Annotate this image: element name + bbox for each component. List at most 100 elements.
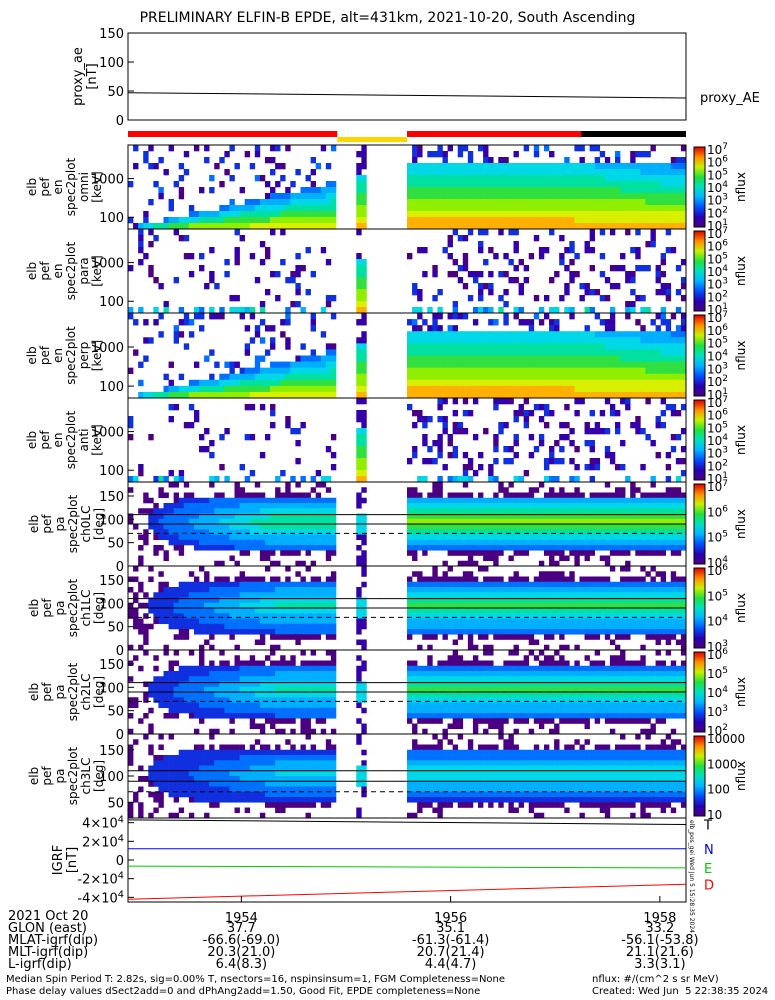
heatmap-cell <box>543 518 550 525</box>
heatmap-cell <box>325 587 332 593</box>
heatmap-cell <box>645 597 651 604</box>
heatmap-cell <box>249 581 256 588</box>
heatmap-cell <box>224 223 230 230</box>
heatmap-cell <box>361 464 367 471</box>
heatmap-cell <box>249 518 256 525</box>
heatmap-cell <box>361 398 367 405</box>
heatmap-cell <box>589 446 595 453</box>
heatmap-cell <box>604 529 611 535</box>
heatmap-cell <box>249 608 256 614</box>
heatmap-cell <box>259 223 266 230</box>
heatmap-cell <box>569 277 575 284</box>
heatmap-cell <box>214 211 220 218</box>
heatmap-cell <box>128 644 134 651</box>
heatmap-cell <box>574 497 580 504</box>
heatmap-cell <box>625 223 631 230</box>
heatmap-cell <box>422 416 428 423</box>
heatmap-cell <box>300 629 306 635</box>
heatmap-cell <box>462 513 469 520</box>
heatmap-cell <box>300 193 306 200</box>
heatmap-cell <box>356 629 362 635</box>
heatmap-cell <box>305 581 311 588</box>
heatmap-cell <box>229 623 235 630</box>
heatmap-cell <box>503 187 509 194</box>
heatmap-cell <box>290 629 296 635</box>
heatmap-cell <box>310 539 316 546</box>
heatmap-cell <box>579 181 585 188</box>
heatmap-cell <box>224 613 230 619</box>
heatmap-cell <box>330 434 337 441</box>
heatmap-cell <box>295 518 301 525</box>
heatmap-cell <box>214 379 220 387</box>
heatmap-cell <box>604 205 611 212</box>
heatmap-cell <box>569 618 575 625</box>
heatmap-cell <box>285 337 291 344</box>
heatmap-cell <box>640 518 646 525</box>
heatmap-cell <box>670 187 677 194</box>
heatmap-cell <box>620 513 626 520</box>
heatmap-cell <box>305 355 311 362</box>
heatmap-cell <box>356 446 362 453</box>
heatmap-cell <box>249 592 256 598</box>
heatmap-cell <box>670 379 677 387</box>
heatmap-cell <box>163 608 169 614</box>
heatmap-cell <box>543 529 550 535</box>
heatmap-cell <box>168 602 174 609</box>
heatmap-cell <box>640 602 646 609</box>
heatmap-cell <box>594 602 601 609</box>
heatmap-cell <box>538 163 545 170</box>
heatmap-cell <box>554 503 560 509</box>
heatmap-cell <box>168 223 174 230</box>
heatmap-cell <box>665 367 672 375</box>
heatmap-cell <box>472 576 479 583</box>
heatmap-cell <box>219 576 225 583</box>
heatmap-cell <box>244 497 251 504</box>
heatmap-cell <box>478 452 484 459</box>
heatmap-cell <box>229 385 235 393</box>
heatmap-cell <box>645 434 651 441</box>
heatmap-cell <box>432 295 438 302</box>
heatmap-cell <box>457 235 464 242</box>
heatmap-cell <box>564 534 570 541</box>
heatmap-cell <box>300 355 306 362</box>
heatmap-cell <box>442 518 448 525</box>
heatmap-cell <box>523 410 530 417</box>
heatmap-cell <box>472 271 479 278</box>
heatmap-cell <box>518 283 524 290</box>
heatmap-cell <box>163 650 169 656</box>
heatmap-cell <box>635 629 641 635</box>
heatmap-cell <box>158 513 164 520</box>
heatmap-cell <box>630 373 636 381</box>
heatmap-cell <box>452 181 459 188</box>
heatmap-cell <box>549 355 555 362</box>
heatmap-cell <box>427 199 433 206</box>
heatmap-cell <box>645 367 651 375</box>
heatmap-cell <box>493 349 499 356</box>
heatmap-cell <box>625 373 631 381</box>
heatmap-cell <box>478 343 484 350</box>
heatmap-cell <box>564 618 570 625</box>
heatmap-cell <box>533 613 540 619</box>
heatmap-cell <box>183 534 190 541</box>
heatmap-cell <box>330 608 337 614</box>
heatmap-cell <box>188 597 195 604</box>
heatmap-cell <box>523 337 530 344</box>
heatmap-cell <box>650 592 656 598</box>
heatmap-cell <box>559 602 565 609</box>
heatmap-cell <box>285 613 291 619</box>
heatmap-cell <box>503 592 509 598</box>
heatmap-cell <box>148 337 154 344</box>
heatmap-cell <box>259 404 266 411</box>
heatmap-cell <box>432 193 438 200</box>
heatmap-cell <box>533 587 540 593</box>
heatmap-cell <box>422 503 428 509</box>
heatmap-cell <box>604 503 611 509</box>
heatmap-cell <box>574 271 580 278</box>
heatmap-cell <box>614 581 621 588</box>
heatmap-cell <box>412 307 418 314</box>
heatmap-cell <box>432 513 438 520</box>
heatmap-cell <box>538 560 545 567</box>
heatmap-cell <box>412 539 418 546</box>
heatmap-cell <box>193 307 200 314</box>
heatmap-cell <box>614 534 621 541</box>
